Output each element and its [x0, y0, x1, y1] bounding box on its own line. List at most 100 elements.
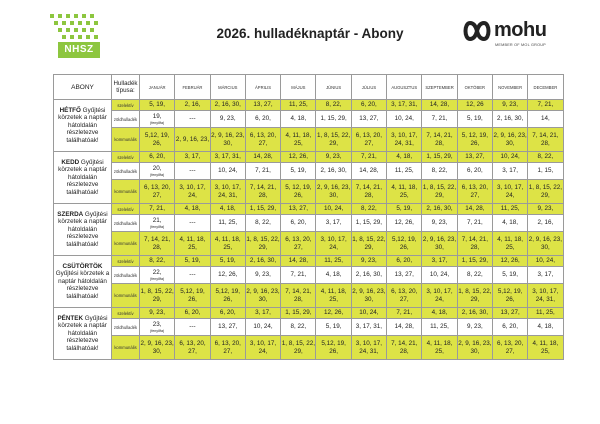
collection-dates-cell: 2, 16, — [174, 99, 211, 111]
collection-dates-cell: 7, 14, 21, 28, — [421, 127, 458, 152]
collection-dates-cell: 3, 10, 17, 24, — [244, 335, 282, 360]
collection-dates-cell: 5, 19, — [174, 255, 211, 267]
weekday-name: HÉTFŐ — [59, 106, 81, 114]
collection-dates-cell: 2, 9, 16, 23, 30, — [421, 231, 458, 256]
collection-dates-cell: 9, 23, — [244, 266, 282, 284]
weekday-cell: KEDD Gyűjtési körzetek a naptár hátoldal… — [53, 151, 112, 204]
collection-dates-cell: 7, 21, — [421, 110, 458, 128]
collection-dates-cell: 7, 21, — [456, 214, 493, 232]
fenyofa-note: (fenyőfa) — [150, 328, 165, 333]
collection-dates-cell: 7, 14, 21, 28, — [280, 283, 317, 308]
waste-type-label: szelektív — [111, 307, 140, 319]
month-header: MÁRCIUS — [209, 74, 246, 100]
collection-dates-cell: 2, 9, 16, 23, 30, — [350, 283, 388, 308]
collection-dates-cell: 11, 25, — [421, 318, 458, 336]
collection-dates-cell: 5, 12, 19, 26, — [280, 179, 317, 204]
logo-dot-grid-icon — [50, 14, 98, 39]
waste-type-label: szelektív — [111, 99, 140, 111]
collection-dates-cell: 12, 26, — [386, 214, 423, 232]
collection-dates-cell: 6, 13, 20, 27, — [350, 127, 388, 152]
table-row: zöldhulladék 22, (fenyőfa) --- 12, 26, 9, 23,… — [54, 266, 564, 284]
collection-dates-cell: 7, 14, 21, 28, — [138, 231, 176, 256]
weekday-name: SZERDA — [57, 210, 84, 218]
collection-dates-cell: 8, 22, — [456, 266, 493, 284]
collection-dates-cell: 2, 9, 16, 23, 30, — [138, 335, 176, 360]
collection-dates-cell: 13, 27, — [456, 151, 493, 163]
collection-dates-cell: 6, 13, 20, 27, — [174, 335, 211, 360]
collection-dates-cell: 3, 10, 17, 24, — [174, 179, 211, 204]
collection-dates-cell: 23, (fenyőfa) — [138, 318, 176, 336]
collection-dates-cell: 10, 24, — [527, 255, 564, 267]
collection-dates-cell: 1, 8, 15, 22, 29, — [421, 179, 458, 204]
collection-dates-cell: 6, 20, — [491, 318, 529, 336]
collection-dates-cell: 3, 17, — [421, 255, 458, 267]
collection-dates-cell: 6, 13, 20, 27, — [280, 231, 317, 256]
collection-dates: 23, — [152, 321, 162, 329]
month-header: ÁPRILIS — [244, 74, 282, 100]
weekday-cell: PÉNTEK Gyűjtési körzetek a naptár hátold… — [53, 307, 112, 360]
collection-dates-cell: 6, 20, — [386, 255, 423, 267]
weekday-cell: SZERDA Gyűjtési körzetek a naptár hátold… — [53, 203, 112, 256]
brand-subtitle: MEMBER OF MOL GROUP — [495, 43, 546, 47]
collection-dates-cell: 7, 21, — [386, 307, 423, 319]
collection-dates-cell: 4, 11, 18, 25, — [491, 231, 529, 256]
collection-dates-cell: 11, 25, — [527, 307, 564, 319]
month-header: JÚLIUS — [350, 74, 388, 100]
collection-dates-cell: 5, 19, — [209, 255, 246, 267]
nhsz-logo-text: NHSZ — [58, 42, 100, 58]
collection-dates-cell: 3, 10, 17, 24, — [491, 179, 529, 204]
collection-dates-cell: 3, 17, — [174, 151, 211, 163]
collection-dates-cell: 11, 25, — [315, 255, 352, 267]
collection-dates-cell: 2, 9, 16, 23, 30, — [491, 127, 529, 152]
collection-dates-cell: 9, 23, — [350, 255, 388, 267]
collection-dates-cell: 2, 16, 30, — [456, 307, 493, 319]
collection-dates-cell: 6, 20, — [138, 151, 176, 163]
collection-dates-cell: 3, 17, — [527, 266, 564, 284]
month-header: JANUÁR — [138, 74, 176, 100]
waste-type-label: kommunális — [111, 283, 140, 308]
collection-dates-cell: 9, 23, — [209, 110, 246, 128]
collection-dates-cell: 6, 20, — [456, 162, 493, 180]
collection-dates-cell: 3, 10, 17, 24, — [315, 231, 352, 256]
table-row: KEDD Gyűjtési körzetek a naptár hátoldal… — [53, 151, 564, 204]
collection-dates-cell: 9, 23, — [315, 151, 352, 163]
collection-dates-cell: 5, 19, — [315, 318, 352, 336]
table-row: zöldhulladék 21, (fenyőfa) --- 11, 25, 8, 22,… — [54, 214, 564, 232]
weekday-note: Gyűjtési körzetek a naptár hátoldalán ré… — [58, 158, 107, 196]
collection-dates-cell: 20, (fenyőfa) — [138, 162, 176, 180]
collection-dates-cell: 7, 21, — [527, 99, 564, 111]
collection-dates-cell: 4, 18, — [421, 307, 458, 319]
collection-dates-cell: 1, 8, 15, 22, 29, — [456, 283, 493, 308]
collection-dates-cell: 3, 17, 31, — [209, 151, 246, 163]
collection-dates-cell: 9, 23, — [421, 214, 458, 232]
collection-dates-cell: 5,12, 19, 26, — [315, 335, 352, 360]
weekday-name: CSÜTÖRTÖK — [62, 262, 103, 270]
weekday-name: KEDD — [61, 158, 80, 166]
collection-dates-cell: 8, 22, — [421, 162, 458, 180]
waste-type-label: zöldhulladék — [111, 162, 140, 180]
collection-dates-cell: 12, 26, — [280, 151, 317, 163]
collection-dates-cell: 1, 15, 29, — [280, 307, 317, 319]
collection-dates-cell: 5,12, 19, 26, — [491, 283, 529, 308]
collection-dates-cell: 12, 26, — [315, 307, 352, 319]
collection-dates-cell: 4, 18, — [315, 266, 352, 284]
month-header-row: ABONY Hulladék típusa: JANUÁR FEBRUÁR MÁRC… — [53, 74, 564, 100]
collection-dates-cell: 21, (fenyőfa) — [138, 214, 176, 232]
waste-type-label: zöldhulladék — [111, 110, 140, 128]
weekday-note: Gyűjtési körzetek a naptár hátoldalán ré… — [58, 106, 107, 144]
table-row: zöldhulladék 23, (fenyőfa) --- 13, 27, 10, 24… — [54, 318, 564, 336]
collection-dates-cell: --- — [174, 162, 211, 180]
mohu-logo: mohu MEMBER OF MOL GROUP — [462, 18, 562, 54]
table-row: zöldhulladék 19, (fenyőfa) --- 9, 23, 6, 20, 4… — [54, 110, 564, 128]
collection-dates-cell: 2, 16, — [527, 214, 564, 232]
weekday-cell: HÉTFŐ Gyűjtési körzetek a naptár hátolda… — [53, 99, 112, 152]
collection-dates-cell: 1, 8, 15, 22, 29, — [350, 231, 388, 256]
collection-dates-cell: 12, 26, — [209, 266, 246, 284]
collection-dates-cell: 8, 22, — [315, 99, 352, 111]
collection-dates-cell: 1, 15, 29, — [456, 255, 493, 267]
collection-dates-cell: 6, 13, 20, 27, — [138, 179, 176, 204]
collection-dates-cell: 2, 9, 16, 23, 30, — [209, 127, 246, 152]
collection-dates-cell: 2, 16, 30, — [491, 110, 529, 128]
collection-dates-cell: 4, 18, — [491, 214, 529, 232]
collection-dates-cell: 10, 24, — [421, 266, 458, 284]
